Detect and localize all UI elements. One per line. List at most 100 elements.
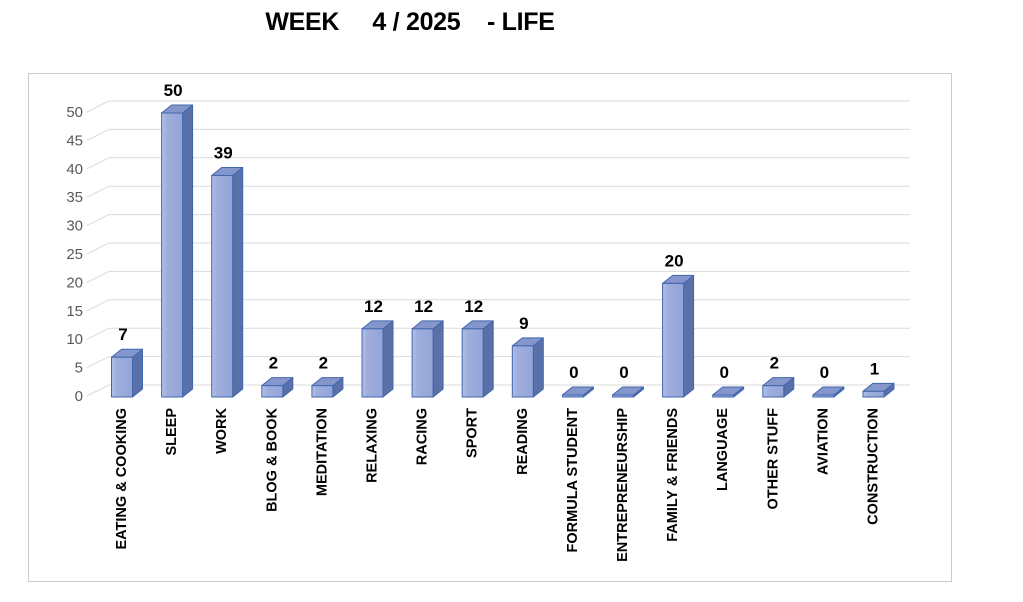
gridline-tick [86, 242, 110, 255]
bar-front-face [211, 174, 234, 398]
y-tick-label: 0 [75, 388, 83, 405]
bar-front-face [662, 282, 685, 398]
y-tick-label: 15 [66, 303, 83, 320]
x-category-label: FAMILY & FRIENDS [665, 408, 681, 542]
bar-value-label: 1 [870, 359, 879, 378]
gridline-tick [86, 157, 110, 170]
bar-construction[interactable] [862, 382, 895, 398]
bar-side-face [482, 320, 494, 398]
bar-sport[interactable] [461, 320, 494, 398]
bar-value-label: 2 [770, 354, 779, 373]
bar-value-label: 12 [414, 297, 433, 316]
bar-value-label: 2 [269, 354, 278, 373]
bar-front-face [311, 385, 334, 398]
bar-value-label: 0 [569, 363, 578, 382]
bar-entrepreneurship[interactable] [612, 386, 644, 398]
bar-front-face [361, 328, 384, 398]
y-tick-label: 5 [75, 360, 83, 377]
gridline-tick [86, 100, 110, 113]
bar-aviation[interactable] [812, 386, 845, 398]
bar-value-label: 0 [820, 363, 829, 382]
bar-front-face [762, 385, 785, 398]
bar-eating-cooking[interactable] [111, 348, 143, 398]
bar-reading[interactable] [511, 337, 544, 398]
gridline-tick [86, 128, 110, 141]
y-tick-label: 20 [66, 274, 83, 291]
bar-value-label: 9 [519, 314, 528, 333]
bar-side-face [382, 320, 394, 398]
x-category-label: FORMULA STUDENT [565, 408, 581, 553]
bar-language[interactable] [712, 386, 745, 398]
x-category-label: OTHER STUFF [765, 408, 781, 510]
x-category-label: MEDITATION [314, 408, 330, 496]
y-tick-label: 35 [66, 189, 83, 206]
x-category-label: SPORT [465, 408, 481, 458]
bar-side-face [232, 166, 244, 398]
bar-value-label: 2 [319, 354, 328, 373]
x-category-label: ENTREPRENEURSHIP [615, 408, 631, 562]
bar-value-label: 12 [464, 297, 483, 316]
bar-work[interactable] [211, 166, 244, 398]
y-tick-label: 25 [66, 246, 83, 263]
bar-front-face [111, 356, 133, 398]
bar-front-face [612, 394, 634, 398]
bar-value-label: 7 [118, 325, 127, 344]
gridline-tick [86, 270, 110, 283]
x-category-label: BLOG & BOOK [264, 407, 280, 511]
bar-front-face [161, 112, 184, 398]
x-category-label: LANGUAGE [715, 408, 731, 491]
bar-series [111, 104, 895, 398]
bar-value-label: 0 [619, 363, 628, 382]
bar-side-face [182, 104, 194, 398]
bar-racing[interactable] [411, 320, 444, 398]
x-category-label: EATING & COOKING [114, 408, 130, 550]
bar-side-face [683, 274, 695, 398]
x-category-label: SLEEP [164, 408, 180, 456]
y-tick-label: 30 [66, 218, 83, 235]
gridline-tick [86, 185, 110, 198]
bar-value-label: 39 [214, 143, 233, 162]
chart-title: WEEK 4 / 2025 - LIFE [265, 8, 555, 36]
bar-value-label: 12 [364, 297, 383, 316]
x-category-label: RELAXING [365, 408, 381, 483]
bar-family-friends[interactable] [662, 274, 695, 398]
bar-front-face [561, 394, 584, 398]
x-category-label: RACING [415, 408, 431, 465]
gridline-tick [86, 384, 110, 397]
bar-other-stuff[interactable] [762, 377, 795, 398]
bar-front-face [511, 345, 534, 398]
x-category-label: CONSTRUCTION [866, 408, 882, 525]
bar-front-face [461, 328, 484, 398]
bar-value-label: 50 [164, 81, 183, 100]
bar-front-face [812, 394, 835, 398]
bar-side-face [532, 337, 544, 398]
bar-relaxing[interactable] [361, 320, 394, 398]
x-category-label: AVIATION [815, 408, 831, 475]
bar-front-face [411, 328, 434, 398]
bar-front-face [261, 385, 284, 398]
x-category-label: READING [515, 408, 531, 475]
bar-value-label: 0 [719, 363, 728, 382]
y-tick-label: 50 [66, 104, 83, 121]
gridline-tick [86, 299, 110, 312]
y-tick-label: 40 [66, 161, 83, 178]
gridline-tick [86, 327, 110, 340]
bar-sleep[interactable] [161, 104, 194, 398]
gridline-tick [86, 356, 110, 369]
bar-side-face [432, 320, 444, 398]
x-axis-labels: EATING & COOKING SLEEP WORK BLOG & BOOK MEDI… [114, 407, 882, 561]
y-tick-label: 10 [66, 331, 83, 348]
bar-formula-student[interactable] [561, 386, 594, 398]
y-tick-label: 45 [66, 132, 83, 149]
bar-value-label: 20 [665, 251, 684, 270]
y-axis-labels: 0 5 10 15 20 25 30 35 40 45 50 [66, 104, 83, 405]
bar-front-face [712, 394, 735, 398]
bar-blog-book[interactable] [261, 377, 294, 398]
bar-front-face [862, 390, 885, 398]
x-category-label: WORK [214, 407, 230, 453]
bar-meditation[interactable] [311, 377, 344, 398]
gridline-tick [86, 214, 110, 227]
